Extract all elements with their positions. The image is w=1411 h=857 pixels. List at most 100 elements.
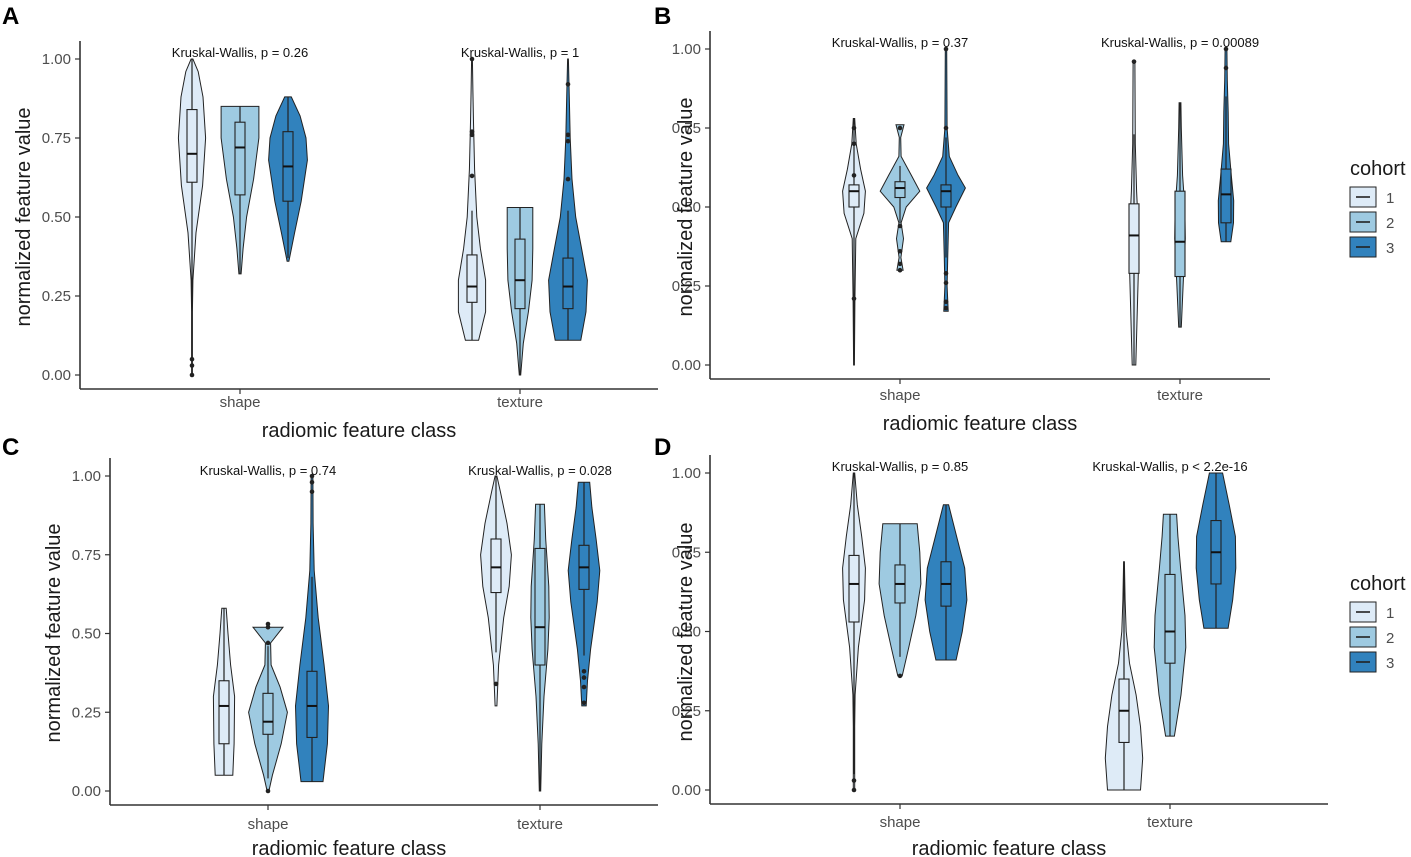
panel-label-a: A bbox=[2, 3, 19, 30]
y-tick-label: 0.50 bbox=[672, 199, 701, 216]
x-tick-label: shape bbox=[880, 387, 921, 404]
legend-title: cohort bbox=[1350, 158, 1406, 180]
outlier-point bbox=[943, 46, 949, 52]
outlier-point bbox=[851, 141, 857, 147]
y-tick-label: 0.00 bbox=[42, 367, 71, 384]
y-tick-label: 0.25 bbox=[72, 704, 101, 721]
outlier-point bbox=[469, 56, 475, 62]
y-tick-label: 0.50 bbox=[42, 209, 71, 226]
outlier-point bbox=[189, 363, 195, 368]
y-tick-label: 0.25 bbox=[672, 278, 701, 295]
outlier-point bbox=[943, 280, 949, 286]
panel-d: D 0.00 0.25 0.50 0.75 1.00 shape texture radiom… bbox=[654, 434, 1406, 857]
kruskal-wallis-annotation: Kruskal-Wallis, p = 0.74 bbox=[200, 463, 336, 478]
x-axis-title: radiomic feature class bbox=[262, 420, 457, 442]
y-tick-label: 0.00 bbox=[672, 782, 701, 799]
panel-label-d: D bbox=[654, 434, 671, 461]
outlier-point bbox=[309, 473, 315, 479]
boxplot-box bbox=[848, 554, 860, 623]
outlier-point bbox=[565, 81, 571, 87]
boxplot-box bbox=[218, 680, 230, 745]
boxplot-box bbox=[1128, 203, 1140, 274]
kruskal-wallis-annotation: Kruskal-Wallis, p = 0.85 bbox=[832, 459, 968, 474]
legend-label-cohort-1: 1 bbox=[1386, 605, 1394, 622]
violin-texture-cohort-3 bbox=[548, 58, 588, 341]
y-axis-title: normalized feature value bbox=[43, 523, 65, 742]
y-tick-label: 0.50 bbox=[72, 626, 101, 643]
y-tick-label: 0.25 bbox=[42, 288, 71, 305]
outlier-point bbox=[189, 372, 195, 378]
boxplot-box bbox=[466, 254, 478, 303]
y-tick-label: 0.50 bbox=[672, 624, 701, 641]
y-tick-label: 0.75 bbox=[672, 120, 701, 137]
outlier-point bbox=[1223, 65, 1229, 71]
x-tick-label: shape bbox=[880, 814, 921, 831]
y-tick-label: 0.25 bbox=[672, 703, 701, 720]
outlier-point bbox=[851, 778, 857, 783]
outlier-point bbox=[581, 684, 587, 690]
outlier-point bbox=[469, 173, 475, 179]
x-axis-title: radiomic feature class bbox=[912, 838, 1107, 857]
y-axis-title: normalized feature value bbox=[13, 107, 35, 326]
outlier-point bbox=[581, 700, 587, 706]
kruskal-wallis-annotation: Kruskal-Wallis, p = 0.26 bbox=[172, 45, 308, 60]
outlier-point bbox=[851, 125, 857, 131]
outlier-point bbox=[897, 261, 903, 267]
x-tick-label: texture bbox=[1147, 814, 1193, 831]
outlier-point bbox=[581, 675, 587, 680]
x-tick-label: shape bbox=[220, 394, 261, 411]
kruskal-wallis-annotation: Kruskal-Wallis, p < 2.2e-16 bbox=[1092, 459, 1247, 474]
boxplot-box bbox=[848, 184, 860, 208]
kruskal-wallis-annotation: Kruskal-Wallis, p = 0.00089 bbox=[1101, 35, 1259, 50]
x-axis-title: radiomic feature class bbox=[252, 838, 447, 857]
kruskal-wallis-annotation: Kruskal-Wallis, p = 0.37 bbox=[832, 35, 968, 50]
legend-label-cohort-2: 2 bbox=[1386, 630, 1394, 647]
outlier-point bbox=[851, 173, 857, 178]
y-tick-label: 0.00 bbox=[72, 783, 101, 800]
outlier-point bbox=[469, 132, 475, 138]
boxplot-box bbox=[1174, 190, 1186, 278]
boxplot-box bbox=[514, 238, 526, 310]
outlier-point bbox=[565, 138, 571, 144]
panel-label-b: B bbox=[654, 3, 671, 30]
panel-a: A 0.00 0.25 0.50 0.75 1.00 shape texture radiom… bbox=[2, 3, 658, 442]
boxplot-box bbox=[534, 547, 546, 666]
outlier-point bbox=[943, 299, 949, 305]
outlier-point bbox=[189, 356, 195, 362]
y-tick-label: 0.75 bbox=[42, 130, 71, 147]
boxplot-box bbox=[262, 692, 274, 735]
kruskal-wallis-annotation: Kruskal-Wallis, p = 1 bbox=[461, 45, 579, 60]
y-tick-label: 1.00 bbox=[672, 41, 701, 58]
outlier-point bbox=[581, 669, 587, 674]
outlier-point bbox=[493, 681, 499, 687]
x-tick-label: texture bbox=[497, 394, 543, 411]
boxplot-box bbox=[490, 538, 502, 594]
outlier-point bbox=[265, 624, 271, 630]
outlier-point bbox=[265, 640, 271, 646]
x-tick-label: texture bbox=[517, 816, 563, 833]
y-tick-label: 0.75 bbox=[672, 544, 701, 561]
outlier-point bbox=[897, 248, 903, 254]
y-axis-title: normalized feature value bbox=[675, 97, 697, 316]
outlier-point bbox=[943, 125, 949, 131]
y-tick-label: 1.00 bbox=[672, 465, 701, 482]
legend-title: cohort bbox=[1350, 573, 1406, 595]
legend-label-cohort-2: 2 bbox=[1386, 215, 1394, 232]
legend-label-cohort-3: 3 bbox=[1386, 240, 1394, 257]
boxplot-box bbox=[306, 670, 318, 739]
outlier-point bbox=[851, 787, 857, 793]
panel-label-c: C bbox=[2, 434, 19, 461]
y-tick-label: 0.00 bbox=[672, 357, 701, 374]
x-tick-label: shape bbox=[248, 816, 289, 833]
boxplot-box bbox=[234, 121, 246, 196]
outlier-point bbox=[943, 305, 949, 311]
legend-label-cohort-1: 1 bbox=[1386, 190, 1394, 207]
outlier-point bbox=[897, 125, 903, 131]
outlier-point bbox=[897, 223, 903, 229]
outlier-point bbox=[309, 489, 315, 495]
outlier-point bbox=[265, 621, 271, 627]
y-tick-label: 1.00 bbox=[72, 468, 101, 485]
boxplot-box bbox=[940, 184, 952, 208]
legend-label-cohort-3: 3 bbox=[1386, 655, 1394, 672]
